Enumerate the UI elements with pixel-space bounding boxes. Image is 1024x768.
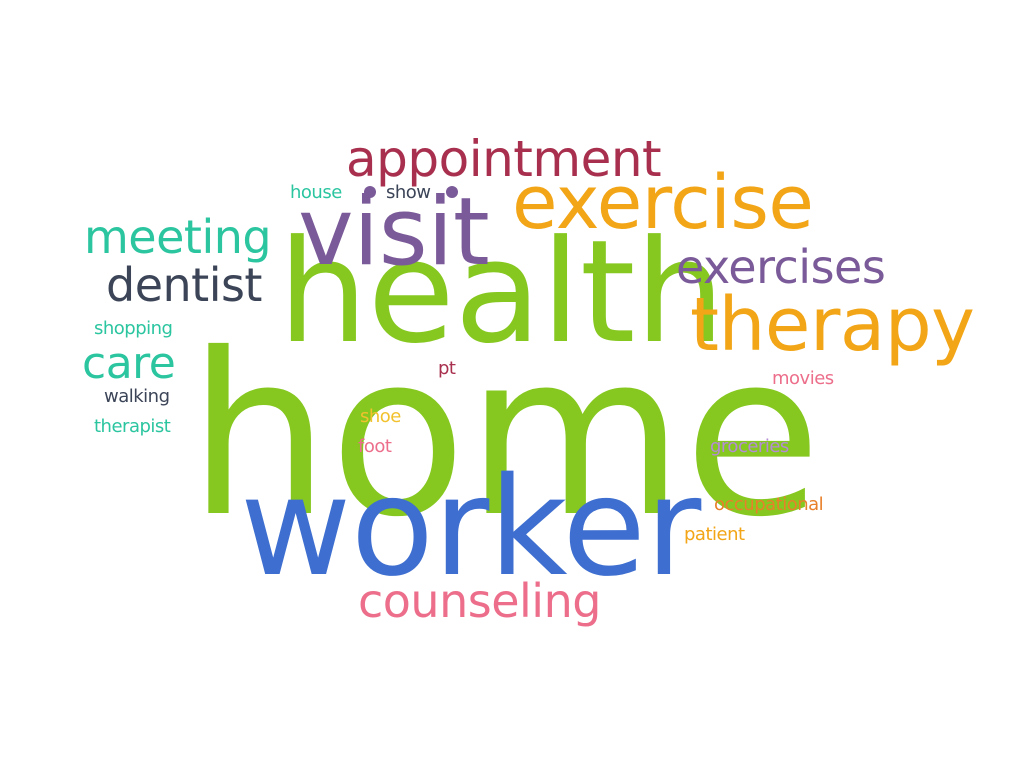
- word-dentist: dentist: [106, 258, 262, 312]
- word-home: home: [188, 305, 822, 566]
- word-show: show: [386, 182, 431, 203]
- dot-marker: [446, 186, 458, 198]
- word-meeting: meeting: [84, 210, 272, 264]
- word-health: health: [278, 210, 725, 375]
- word-pt: pt: [438, 358, 456, 379]
- word-appointment: appointment: [346, 130, 662, 188]
- word-house: house: [290, 182, 342, 203]
- word-exercises: exercises: [676, 240, 886, 294]
- word-care: care: [82, 338, 176, 389]
- word-movies: movies: [772, 368, 834, 389]
- word-visit: visit: [298, 178, 490, 287]
- word-counseling: counseling: [358, 574, 601, 628]
- word-shoe: shoe: [360, 406, 401, 427]
- word-foot: foot: [358, 436, 392, 457]
- word-groceries: groceries: [710, 436, 789, 457]
- word-shopping: shopping: [94, 318, 173, 339]
- word-walking: walking: [104, 386, 170, 407]
- word-exercise: exercise: [512, 160, 814, 246]
- word-occupational: occupational: [714, 494, 824, 515]
- word-worker: worker: [240, 449, 701, 607]
- word-patient: patient: [684, 524, 745, 545]
- word-therapist: therapist: [94, 416, 171, 437]
- word-therapy: therapy: [690, 282, 975, 368]
- dot-marker: [364, 186, 376, 198]
